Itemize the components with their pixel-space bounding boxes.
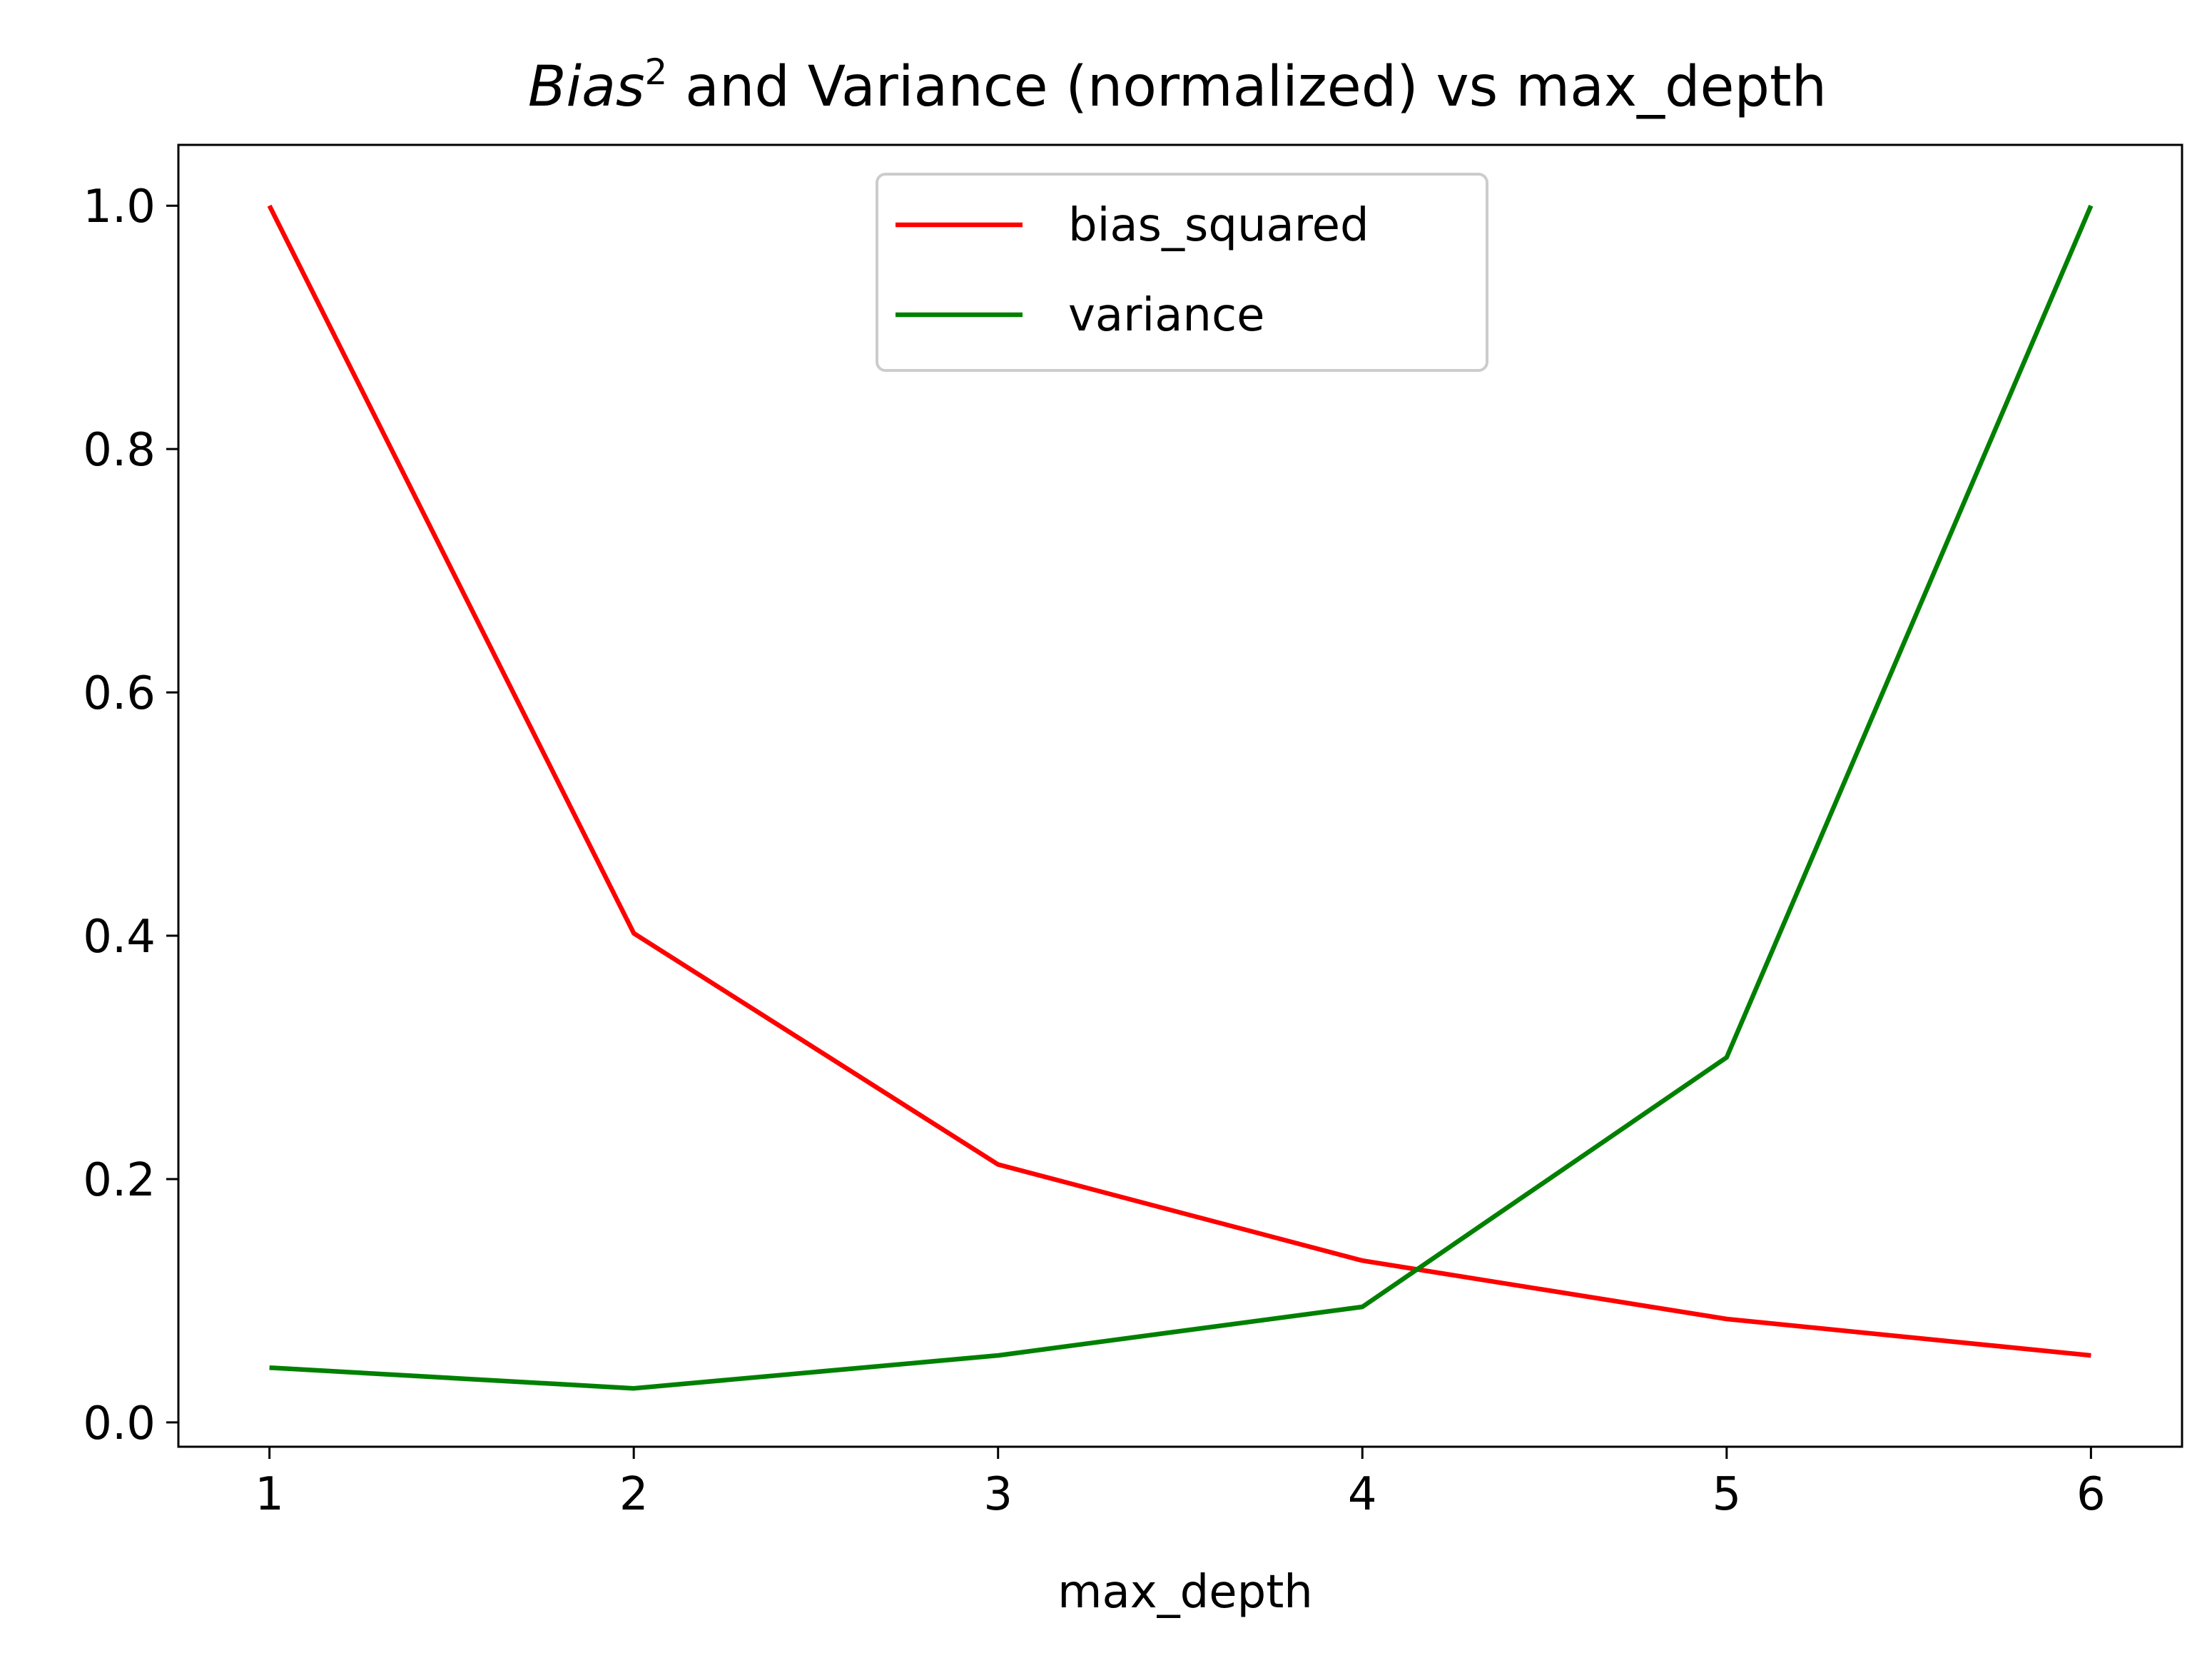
chart-title-superscript: 2	[645, 51, 668, 93]
y-tick-label: 0.0	[83, 1397, 156, 1450]
y-tick-label: 0.8	[83, 424, 156, 477]
x-tick-label: 4	[1348, 1468, 1377, 1521]
y-tick-label: 0.2	[83, 1154, 156, 1207]
plot-frame	[177, 143, 2183, 1448]
chart-title-italic: Bias	[528, 55, 645, 119]
legend-label-bias-squared: bias_squared	[1068, 199, 1369, 252]
chart-title: Bias2 and Variance (normalized) vs max_d…	[528, 51, 1827, 119]
x-axis: 1 2 3 4 5 6	[255, 1447, 2106, 1521]
chart-title-rest: and Variance (normalized) vs max_depth	[667, 55, 1827, 119]
y-tick-label: 0.6	[83, 667, 156, 720]
series-line-bias-squared	[267, 204, 2091, 1358]
x-tick-label: 5	[1712, 1468, 1741, 1521]
x-axis-label: max_depth	[1057, 1566, 1313, 1619]
x-tick-label: 1	[255, 1468, 284, 1521]
legend: bias_squared variance	[876, 173, 1488, 372]
x-tick-label: 6	[2076, 1468, 2106, 1521]
legend-box	[876, 173, 1488, 372]
y-tick-label: 0.4	[83, 911, 156, 964]
series-lines	[267, 204, 2094, 1391]
x-tick-label: 2	[619, 1468, 649, 1521]
y-axis: 0.0 0.2 0.4 0.6 0.8 1.0	[83, 181, 178, 1450]
x-tick-label: 3	[983, 1468, 1013, 1521]
series-line-variance	[269, 204, 2094, 1391]
y-tick-label: 1.0	[83, 181, 156, 233]
legend-label-variance: variance	[1068, 289, 1265, 342]
plot-area	[177, 143, 2183, 1448]
